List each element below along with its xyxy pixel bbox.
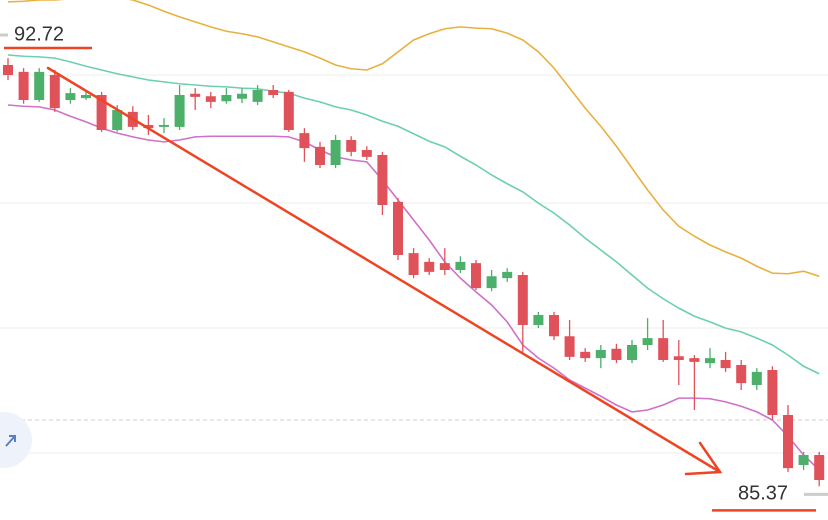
candle-body — [564, 336, 575, 357]
candle-body — [283, 91, 294, 130]
candle-body — [159, 125, 169, 127]
candle-body — [471, 263, 481, 289]
candle-body — [767, 370, 778, 415]
candle-body — [252, 90, 263, 102]
grid — [0, 74, 828, 454]
candle-body — [143, 125, 154, 129]
candle-body — [424, 261, 435, 272]
candle-body — [299, 133, 310, 149]
candle-body — [736, 365, 747, 384]
candle-body — [705, 358, 715, 364]
candle-body — [174, 95, 185, 127]
candle-body — [549, 315, 559, 337]
candles — [3, 58, 825, 487]
candle-body — [221, 95, 232, 102]
candle-body — [517, 275, 528, 325]
candle-body — [627, 345, 637, 360]
candle-body — [393, 201, 403, 255]
candle-body — [673, 356, 684, 360]
candle-body — [315, 146, 325, 165]
candle-body — [34, 71, 45, 100]
candle-body — [377, 155, 388, 205]
candle-body — [439, 263, 450, 270]
candle-body — [595, 350, 606, 359]
candle-body — [112, 110, 123, 130]
overlay-line — [7, 104, 820, 471]
tool-button[interactable] — [0, 412, 32, 468]
candle-body — [814, 455, 825, 480]
candle-body — [798, 455, 809, 465]
candle-body — [268, 90, 279, 95]
candle-body — [190, 93, 201, 97]
candle-body — [330, 140, 341, 165]
overlay-lines — [7, 0, 820, 471]
candle-body — [18, 71, 29, 100]
arrow-head — [684, 441, 723, 476]
candle-body — [658, 338, 669, 360]
candle-body — [96, 95, 107, 130]
candle-body — [455, 261, 466, 270]
candle-body — [533, 315, 544, 325]
trend-arrow — [46, 66, 723, 476]
candle-body — [65, 93, 76, 100]
candle-body — [783, 415, 793, 469]
candle-body — [81, 95, 91, 99]
candle-body — [611, 348, 622, 360]
candle-body — [751, 371, 762, 385]
candle-body — [346, 140, 357, 152]
price-labels: 92.72 85.37 — [0, 23, 828, 512]
candle-body — [3, 65, 13, 75]
candle-body — [361, 150, 372, 157]
low-label: 85.37 — [738, 483, 788, 505]
candle-body — [408, 253, 419, 275]
candle-body — [689, 358, 700, 362]
arrow-shaft — [46, 66, 722, 474]
overlay-line — [7, 54, 820, 375]
candle-body — [580, 351, 591, 359]
candle-body — [237, 93, 247, 99]
candle-body — [205, 96, 216, 102]
overlay-line — [7, 0, 820, 278]
candle-body — [49, 75, 60, 109]
candle-body — [486, 276, 497, 289]
candle-body — [642, 338, 653, 345]
tool-icon — [5, 435, 16, 447]
high-label: 92.72 — [14, 23, 64, 45]
candle-body — [720, 360, 731, 369]
candle-body — [502, 271, 513, 279]
